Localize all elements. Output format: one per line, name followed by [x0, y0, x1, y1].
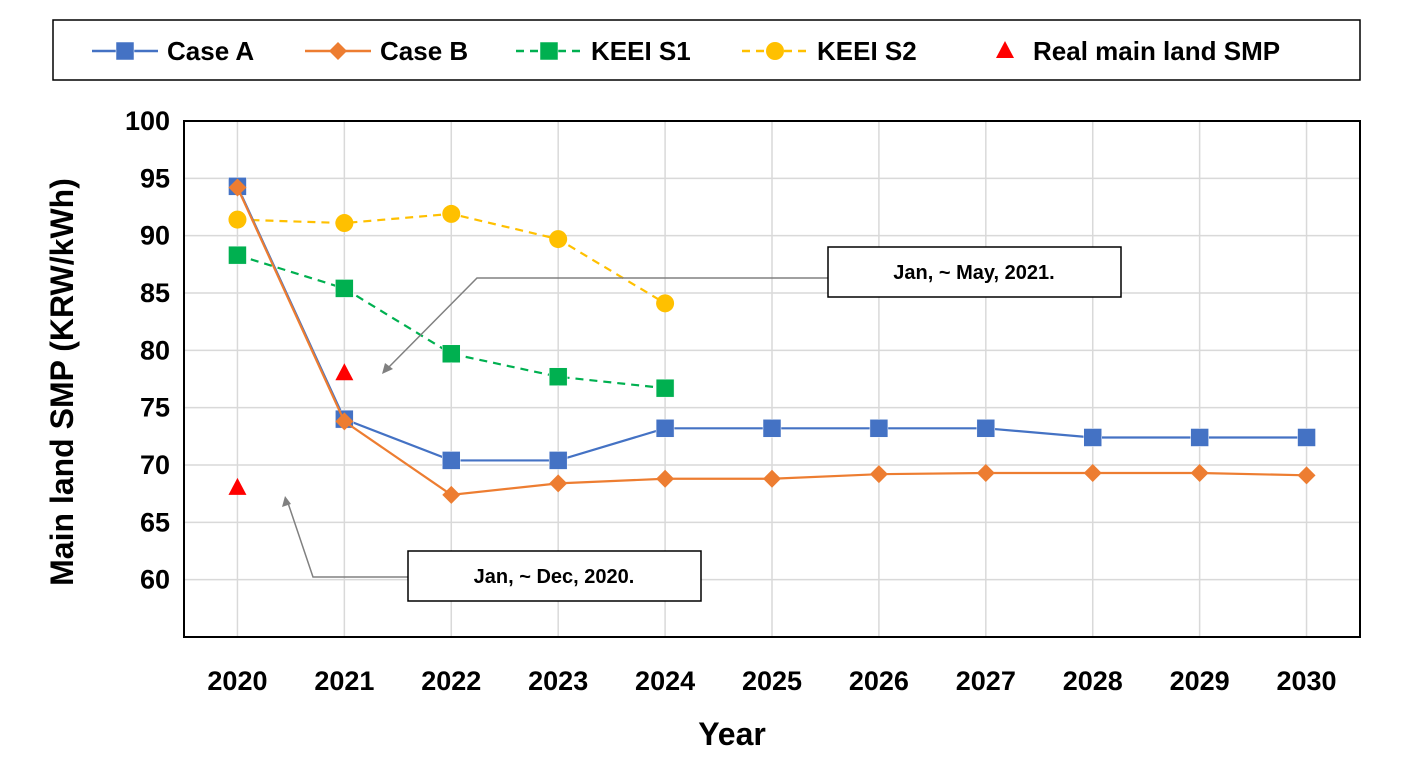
data-point-keei-s1: [548, 367, 568, 386]
series-case-b: [228, 178, 1316, 504]
x-tick-label: 2021: [314, 666, 374, 696]
x-tick-label: 2025: [742, 666, 802, 696]
legend-item-keei-s1: KEEI S1: [516, 36, 691, 66]
annotation-2020-leader: [286, 499, 408, 578]
y-tick-label: 80: [140, 335, 170, 365]
series-line-keei-s1: [237, 254, 666, 390]
y-tick-label: 60: [140, 565, 170, 595]
data-point-case-b: [1297, 466, 1316, 485]
series-keei-s2: [228, 204, 675, 313]
annotation-2021-arrowhead: [382, 363, 393, 374]
y-axis-title: Main land SMP (KRW/kWh): [44, 178, 80, 586]
x-tick-label: 2026: [849, 666, 909, 696]
series-keei-s1: [228, 245, 675, 398]
data-point-keei-s1: [335, 279, 354, 298]
data-point-keei-s1: [442, 344, 461, 364]
annotation-2021-box: [827, 246, 1122, 298]
data-point-case-b: [1083, 464, 1102, 483]
data-point-real-main-land-smp: [228, 477, 247, 495]
legend-marker: [539, 41, 559, 61]
annotation-2020-box: [407, 550, 702, 602]
data-point-case-b: [228, 178, 247, 197]
data-point-case-a: [548, 451, 568, 470]
legend-marker: [996, 41, 1014, 58]
data-point-keei-s2: [549, 230, 568, 249]
data-point-case-b: [869, 465, 888, 484]
data-point-case-a: [762, 419, 782, 438]
legend-box: [52, 19, 1361, 81]
y-tick-label: 100: [125, 106, 170, 136]
x-tick-label: 2027: [956, 666, 1016, 696]
annotation-2021-leader: [385, 277, 828, 371]
annotation-2020-arrowhead: [282, 496, 291, 507]
data-point-case-b: [442, 485, 461, 504]
data-point-case-a: [869, 419, 889, 438]
data-point-real-main-land-smp: [335, 363, 354, 381]
data-point-case-b: [335, 412, 354, 431]
x-tick-label: 2028: [1063, 666, 1123, 696]
x-tick-label: 2020: [207, 666, 267, 696]
legend: Case A Case B KEEI S1 KEEI S2 Real main land…: [52, 19, 1361, 81]
x-tick-label: 2023: [528, 666, 588, 696]
legend-label: KEEI S2: [817, 36, 917, 66]
annotation-2021-text: Jan, ~ May, 2021.: [893, 262, 1054, 284]
data-point-case-a: [1083, 428, 1102, 447]
legend-item-case-b: Case B: [305, 36, 468, 66]
data-point-case-a: [1297, 428, 1316, 447]
x-tick-label: 2022: [421, 666, 481, 696]
y-tick-label: 70: [140, 450, 170, 480]
annotation-2020-text: Jan, ~ Dec, 2020.: [474, 566, 635, 588]
x-tick-label: 2024: [635, 666, 695, 696]
annotation-2021: Jan, ~ May, 2021.: [382, 246, 1122, 374]
data-point-case-a: [976, 419, 996, 438]
legend-label: Real main land SMP: [1033, 36, 1280, 66]
data-point-case-a: [655, 419, 675, 438]
data-point-case-b: [1190, 464, 1209, 483]
y-tick-label: 65: [140, 507, 170, 537]
data-point-case-b: [656, 469, 675, 488]
data-point-case-a: [1190, 428, 1209, 447]
x-tick-label: 2029: [1170, 666, 1230, 696]
data-point-case-a: [442, 451, 461, 470]
series-real-main-land-smp: [228, 363, 354, 495]
x-axis-title: Year: [698, 716, 766, 752]
data-point-case-b: [549, 474, 568, 493]
legend-item-case-a: Case A: [92, 36, 254, 66]
data-point-keei-s2: [228, 210, 247, 229]
y-tick-label: 90: [140, 221, 170, 251]
data-point-keei-s2: [335, 214, 354, 233]
data-point-keei-s1: [655, 378, 675, 398]
legend-label: KEEI S1: [591, 36, 691, 66]
legend-marker: [115, 41, 135, 61]
legend-item-keei-s2: KEEI S2: [742, 36, 917, 66]
legend-marker: [766, 42, 784, 60]
data-point-keei-s2: [442, 204, 461, 223]
y-tick-label: 75: [140, 393, 170, 423]
y-tick-label: 85: [140, 278, 170, 308]
data-point-keei-s1: [228, 245, 247, 265]
legend-marker: [329, 42, 347, 60]
plot-area: [183, 120, 1361, 638]
legend-label: Case B: [380, 36, 468, 66]
annotation-2020: Jan, ~ Dec, 2020.: [282, 496, 702, 602]
data-point-case-b: [763, 469, 781, 488]
data-point-case-b: [976, 464, 995, 483]
x-tick-label: 2030: [1277, 666, 1337, 696]
legend-item-real-main-land-smp: Real main land SMP: [996, 36, 1280, 66]
legend-label: Case A: [167, 36, 254, 66]
data-point-keei-s2: [656, 294, 675, 313]
y-tick-label: 95: [140, 163, 170, 193]
